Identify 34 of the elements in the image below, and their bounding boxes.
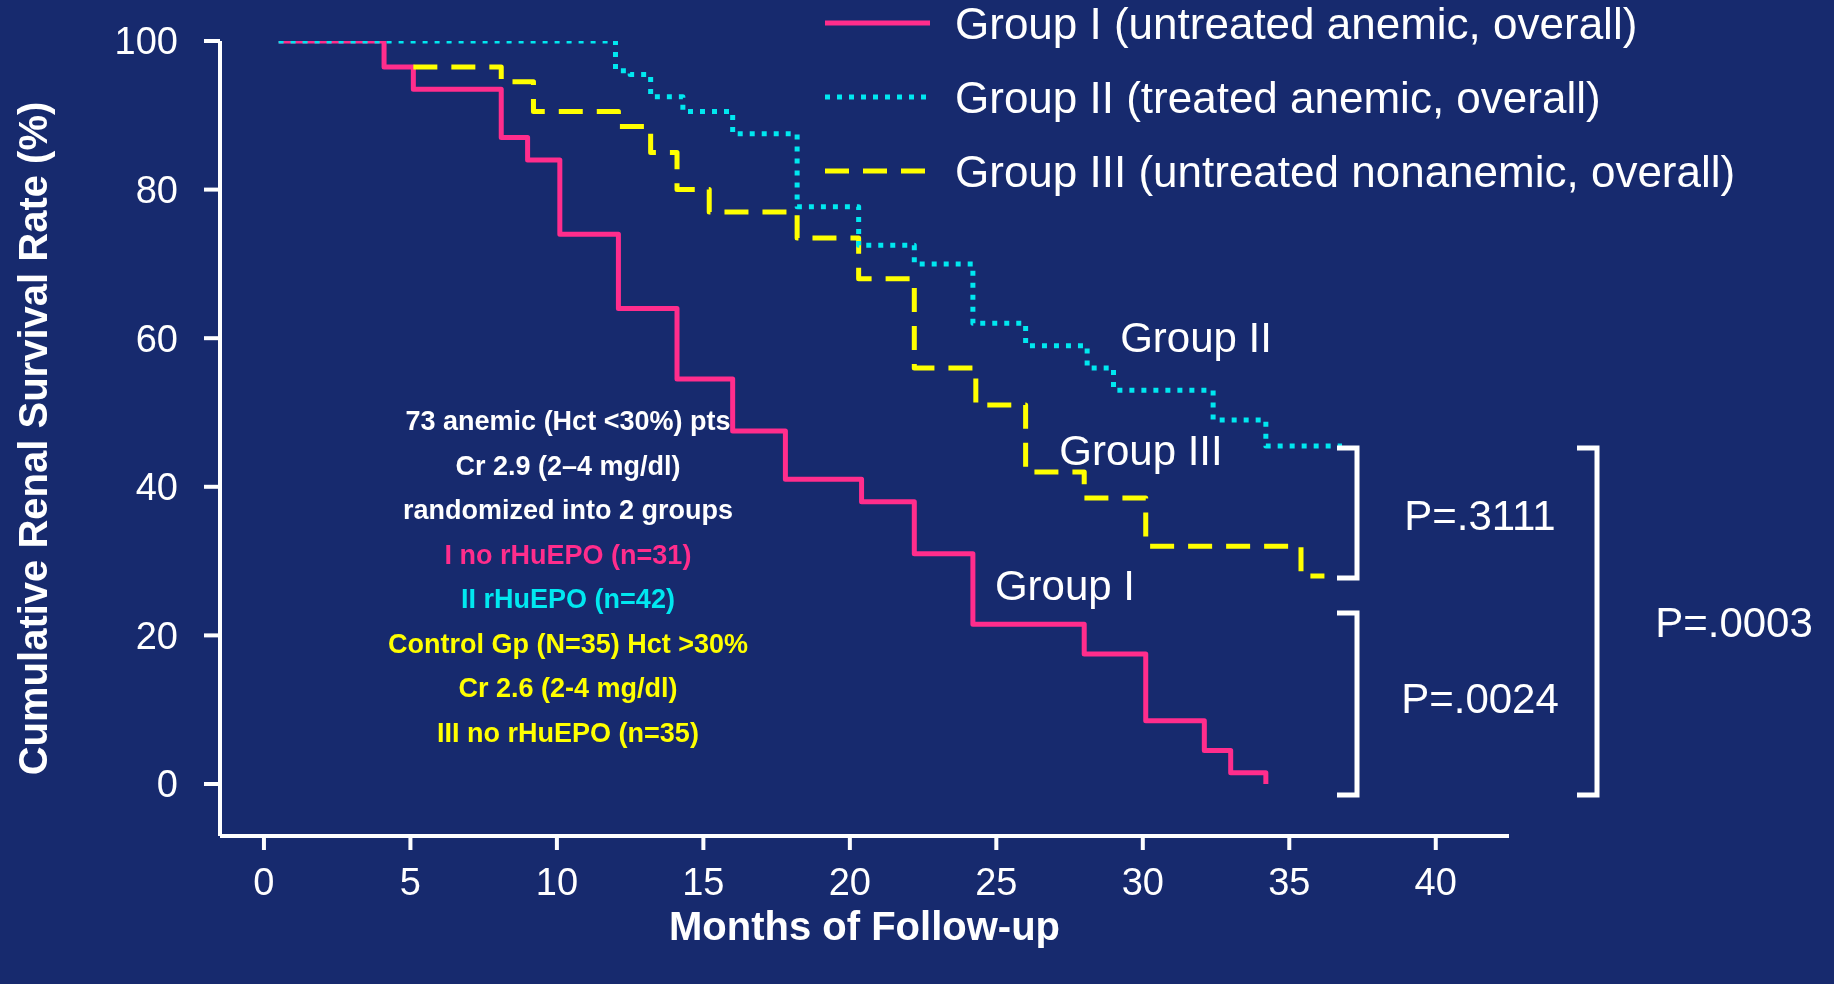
text: P=.0003 — [1655, 598, 1813, 646]
x-tick-label: 30 — [1121, 860, 1164, 903]
annotation: I no rHuEPO (n=31) — [444, 539, 692, 570]
annotation: II rHuEPO (n=42) — [461, 584, 675, 614]
annotation: Group II — [1120, 313, 1272, 361]
y-axis-title: Cumulative Renal Survival Rate (%) — [11, 101, 55, 776]
annotation: Group I — [994, 561, 1136, 609]
annotation: P=.3111 — [1404, 491, 1556, 539]
y-tick-label: 100 — [114, 20, 178, 63]
x-tick-label: 40 — [1414, 860, 1457, 903]
x-tick-label: 35 — [1268, 860, 1311, 903]
annotation: Control Gp (N=35) Hct >30% — [387, 628, 749, 659]
y-tick-label: 20 — [135, 614, 178, 657]
annotation: Group III — [1059, 426, 1223, 474]
annotation: Cr 2.9 (2–4 mg/dl) — [455, 450, 681, 481]
annotation: Cr 2.6 (2-4 mg/dl) — [458, 673, 678, 703]
y-tick-label: 40 — [135, 466, 178, 509]
annotation: P=.0024 — [1401, 674, 1559, 722]
x-tick-label: 20 — [828, 860, 871, 903]
annotation: randomized into 2 groups — [402, 495, 734, 525]
annotation: 73 anemic (Hct <30%) pts — [405, 406, 731, 436]
x-tick-label: 0 — [253, 860, 275, 903]
annotation: III no rHuEPO (n=35) — [437, 717, 699, 748]
y-tick-label: 80 — [135, 169, 178, 212]
x-tick-label: 5 — [399, 860, 421, 903]
y-tick-label: 60 — [135, 317, 178, 360]
legend-label: Group I (untreated anemic, overall) — [955, 0, 1638, 48]
legend-label: Group II (treated anemic, overall) — [955, 72, 1601, 122]
y-tick-label: 0 — [156, 763, 178, 806]
x-axis-title: Months of Follow-up — [669, 904, 1060, 948]
x-tick-label: 10 — [535, 860, 579, 903]
legend-label: Group III (untreated nonanemic, overall) — [955, 146, 1736, 196]
x-tick-label: 25 — [975, 860, 1018, 903]
x-tick-label: 15 — [682, 860, 725, 903]
